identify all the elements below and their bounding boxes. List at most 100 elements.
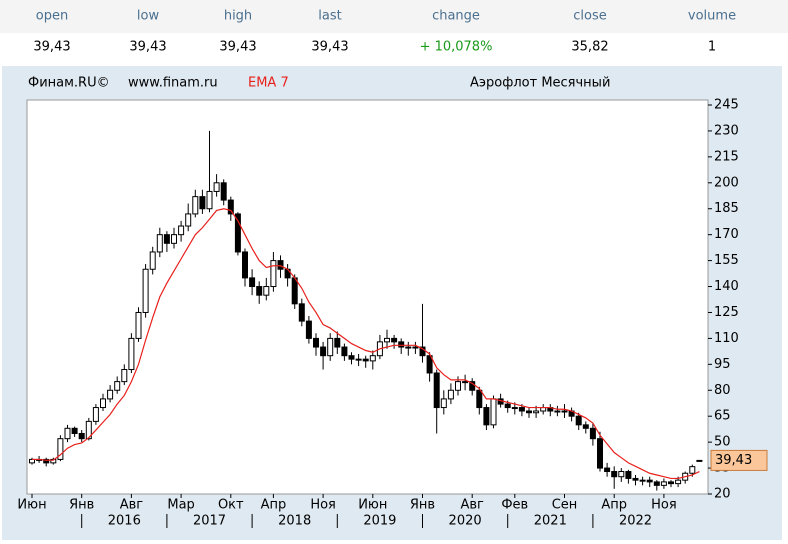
year-label: 2022 (619, 514, 652, 529)
candle-body (341, 346, 348, 357)
price-tag (710, 449, 768, 471)
year-label: 2018 (278, 514, 311, 529)
candle-body (611, 471, 618, 478)
column-header: low (137, 9, 160, 24)
column-header: change (432, 9, 480, 24)
header-row (0, 0, 788, 33)
candle-body (405, 346, 412, 349)
candle-body (291, 277, 298, 305)
column-header: high (224, 9, 252, 24)
candle-body (121, 369, 128, 383)
candle-body (334, 337, 341, 348)
y-tick-label: 110 (714, 331, 739, 346)
x-tick-label: Окт (218, 498, 244, 513)
candle-body (483, 407, 490, 426)
candle-body (270, 260, 277, 288)
candle-body (384, 337, 390, 343)
candle-body (64, 427, 71, 440)
candle-body (178, 225, 185, 236)
candle-body (391, 337, 398, 343)
ema-line (32, 208, 700, 480)
candle-body (469, 381, 476, 391)
candle-body (675, 479, 682, 485)
y-tick-label: 245 (714, 98, 739, 113)
year-label: 2019 (363, 514, 396, 529)
candle-body (305, 320, 312, 339)
y-tick-label: 200 (714, 175, 739, 190)
source: Финам.RU© (28, 76, 110, 91)
y-tick-label: 50 (714, 435, 731, 450)
candle-body (660, 481, 667, 486)
y-tick-label: 170 (714, 227, 739, 242)
candle-body (625, 471, 632, 479)
year-label: 2017 (193, 514, 226, 529)
candle-body (163, 234, 170, 244)
ema-legend: EMA 7 (248, 76, 289, 91)
candle-body (185, 213, 192, 227)
x-tick-label: Фев (501, 498, 528, 513)
candle-body (575, 415, 582, 426)
candle-body (618, 471, 625, 478)
candle-body (192, 196, 199, 215)
candle-body (313, 337, 319, 348)
candle-body (554, 410, 561, 413)
x-tick-label: Янв (69, 498, 94, 513)
x-tick-label: Июн (358, 498, 387, 513)
quote-value: 39,43 (219, 40, 256, 55)
candle-body (632, 477, 639, 481)
candle-body (142, 268, 149, 313)
candle-body (206, 190, 213, 210)
x-tick-label: Апр (261, 498, 287, 513)
candle-body (412, 346, 419, 349)
candle-body (589, 427, 596, 440)
y-tick-label: 230 (714, 123, 739, 138)
candle-body (298, 303, 305, 322)
year-label: 2016 (108, 514, 141, 529)
site: www.finam.ru (128, 76, 218, 91)
candle-body (156, 234, 163, 253)
x-tick-label: Июн (17, 498, 46, 513)
y-tick-label: 65 (714, 409, 731, 424)
candle-body (263, 286, 270, 296)
x-tick-label: Мар (167, 498, 194, 513)
candle-body (256, 286, 263, 296)
candle-body (582, 424, 589, 429)
candle-body (171, 234, 177, 244)
candle-body (490, 398, 497, 426)
column-header: open (36, 9, 68, 24)
y-tick-label: 95 (714, 357, 731, 372)
candle-body (78, 432, 85, 440)
y-tick-label: 185 (714, 201, 739, 216)
column-header: close (573, 9, 606, 24)
y-tick-label: 20 (714, 487, 731, 502)
column-header: volume (688, 9, 736, 24)
x-tick-label: Янв (410, 498, 435, 513)
year-label: 2020 (449, 514, 482, 529)
x-tick-label: Ноя (651, 498, 677, 513)
candle-body (100, 398, 106, 409)
candle-body (518, 407, 525, 412)
candle-body (128, 337, 135, 371)
candle-body (561, 410, 568, 413)
x-tick-label: Апр (601, 498, 627, 513)
y-tick-label: 80 (714, 383, 731, 398)
candle-body (249, 277, 256, 288)
candle-body (533, 410, 540, 414)
candle-body (653, 481, 660, 486)
candle-body (440, 398, 447, 409)
candle-body (419, 346, 426, 357)
candle-body (213, 182, 220, 192)
x-tick-label: Ноя (310, 498, 336, 513)
candle-body (689, 466, 696, 474)
candle-body (234, 213, 241, 253)
quote-value: + 10,078% (420, 40, 493, 55)
candle-body (199, 196, 206, 210)
candle-body (348, 355, 355, 360)
candle-body (462, 381, 469, 384)
candle-body (526, 410, 532, 414)
candle-body (646, 479, 653, 483)
candle-body (135, 311, 142, 339)
candle-body (511, 407, 518, 410)
candle-body (447, 389, 454, 400)
candle-body (597, 438, 603, 469)
